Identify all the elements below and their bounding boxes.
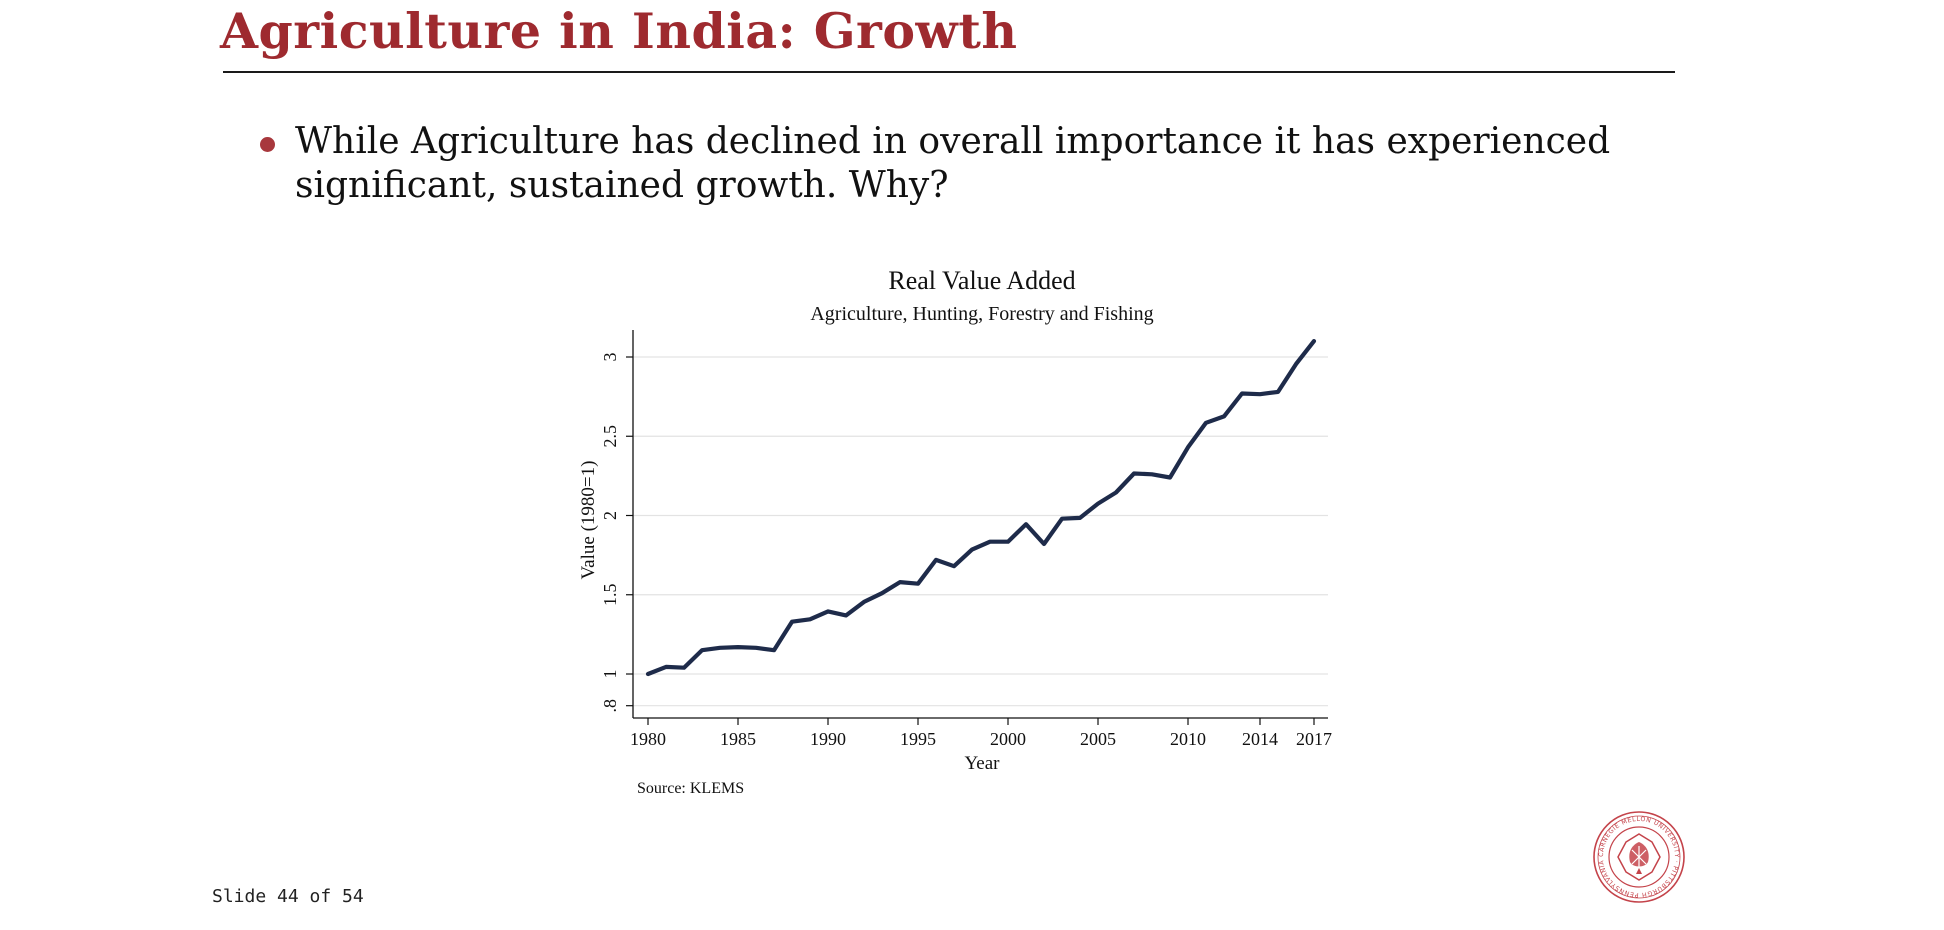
x-axis-label: Year bbox=[964, 753, 1000, 774]
y-tick-label: 1.5 bbox=[600, 584, 620, 607]
bullet-dot-icon bbox=[260, 137, 275, 152]
series-layer bbox=[645, 339, 1317, 677]
x-tick-label: 1995 bbox=[900, 729, 936, 749]
x-tick-label: 2014 bbox=[1242, 729, 1278, 749]
series-line bbox=[645, 339, 1317, 677]
x-tick-label: 2017 bbox=[1296, 729, 1332, 749]
x-tick-label: 2000 bbox=[990, 729, 1026, 749]
chart-subtitle: Agriculture, Hunting, Forestry and Fishi… bbox=[810, 303, 1153, 325]
chart-title: Real Value Added bbox=[888, 266, 1075, 295]
bullet-text: While Agriculture has declined in overal… bbox=[295, 121, 1611, 206]
y-axis-label: Value (1980=1) bbox=[578, 461, 599, 580]
slide-title: Agriculture in India: Growth bbox=[220, 2, 1018, 60]
y-tick-label: 3 bbox=[600, 353, 620, 362]
y-tick-label: 2 bbox=[600, 511, 620, 520]
x-tick-label: 1980 bbox=[630, 729, 666, 749]
title-divider bbox=[223, 71, 1675, 73]
y-tick-label: .8 bbox=[600, 699, 620, 713]
carnegie-mellon-university-seal-icon: CARNEGIE MELLON UNIVERSITY · PITTSBURGH … bbox=[1592, 810, 1685, 903]
y-tick-label: 1 bbox=[600, 670, 620, 679]
bullet-list: While Agriculture has declined in overal… bbox=[258, 120, 1658, 208]
chart-source: Source: KLEMS bbox=[637, 780, 744, 797]
x-tick-label: 2010 bbox=[1170, 729, 1206, 749]
y-tick-label: 2.5 bbox=[600, 425, 620, 448]
x-tick-label: 1990 bbox=[810, 729, 846, 749]
slide-number: Slide 44 of 54 bbox=[212, 886, 364, 907]
axes-layer: .8 1 1.5 2 2.5 3 1980 1985 1990 1995 2000 2005 2010 2… bbox=[600, 330, 1332, 749]
x-tick-label: 2005 bbox=[1080, 729, 1116, 749]
x-tick-label: 1985 bbox=[720, 729, 756, 749]
grid-layer bbox=[633, 356, 1328, 707]
bullet-item: While Agriculture has declined in overal… bbox=[258, 120, 1658, 208]
